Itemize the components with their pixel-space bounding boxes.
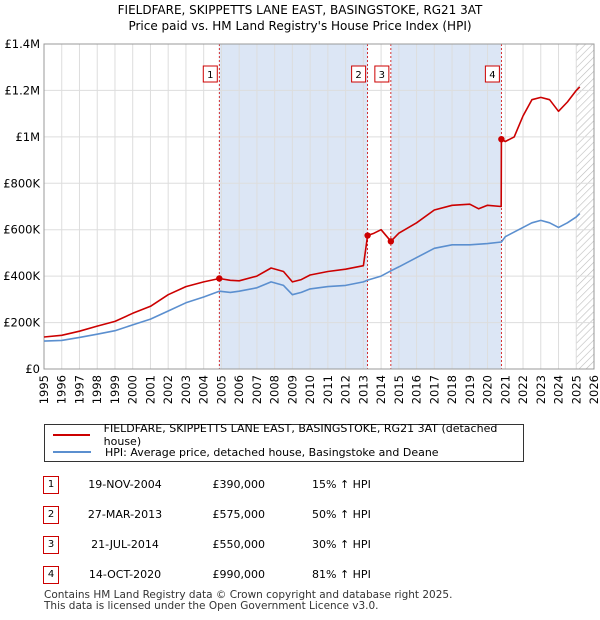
sale-row: 2 27-MAR-2013 £575,000 50% ↑ HPI — [0, 506, 600, 526]
y-tick-label: £800K — [3, 176, 40, 190]
y-tick-label: £1.2M — [4, 83, 40, 97]
sale-price: £575,000 — [212, 508, 266, 521]
x-tick-label: 2023 — [534, 375, 548, 404]
legend-item-hpi: HPI: Average price, detached house, Basi… — [53, 444, 439, 460]
x-tick-label: 2020 — [481, 375, 495, 404]
sale-point — [387, 238, 395, 245]
y-tick-label: £0 — [25, 362, 40, 376]
x-tick-label: 1997 — [72, 375, 86, 404]
sale-point — [364, 232, 371, 239]
x-tick-label: 2024 — [552, 375, 566, 404]
legend-label-hpi: HPI: Average price, detached house, Basi… — [105, 445, 439, 459]
sale-point — [498, 135, 505, 143]
title-line-1: FIELDFARE, SKIPPETTS LANE EAST, BASINGST… — [117, 3, 483, 17]
price-chart: 1 2 3 4 £0 £200K £400K £600K £800K £1M £1.2M £1.4M 1… — [3, 37, 600, 404]
sale-label: 4 — [489, 70, 495, 81]
x-tick-label: 2005 — [214, 375, 228, 404]
sale-label: 2 — [355, 70, 361, 81]
sale-point — [216, 275, 223, 282]
sale-price: £990,000 — [212, 568, 266, 581]
legend-swatch-hpi — [53, 451, 91, 453]
y-tick-label: £1.4M — [4, 37, 40, 51]
x-tick-label: 2026 — [587, 375, 600, 404]
x-tick-label: 2009 — [285, 375, 299, 404]
sale-label: 3 — [379, 70, 385, 81]
x-tick-label: 2016 — [410, 375, 424, 404]
footer-attribution: Contains HM Land Registry data © Crown c… — [44, 590, 452, 612]
sale-label-box — [374, 65, 390, 83]
chart-title: FIELDFARE, SKIPPETTS LANE EAST, BASINGST… — [0, 2, 600, 34]
sale-date: 19-NOV-2004 — [88, 478, 162, 491]
series-line-hpi — [43, 212, 581, 342]
sale-label: 1 — [207, 70, 213, 81]
forecast-hatch — [576, 44, 594, 369]
x-tick-label: 2011 — [321, 375, 335, 404]
sale-price: £390,000 — [212, 478, 266, 491]
x-tick-label: 2007 — [250, 375, 264, 404]
sale-hpi-change: 30% ↑ HPI — [312, 538, 371, 551]
x-tick-label: 2014 — [374, 375, 388, 404]
sale-row: 1 19-NOV-2004 £390,000 15% ↑ HPI — [0, 476, 600, 496]
sale-date: 27-MAR-2013 — [87, 508, 163, 521]
x-tick-label: 2010 — [303, 375, 317, 404]
sale-date: 14-OCT-2020 — [88, 568, 162, 581]
sale-price: £550,000 — [212, 538, 266, 551]
sale-row: 3 21-JUL-2014 £550,000 30% ↑ HPI — [0, 536, 600, 556]
x-tick-label: 2015 — [392, 375, 406, 404]
sale-date: 21-JUL-2014 — [91, 538, 159, 551]
sale-label-box — [484, 65, 500, 83]
x-tick-label: 2001 — [143, 375, 157, 404]
x-tick-label: 2017 — [427, 375, 441, 404]
legend-item-property: FIELDFARE, SKIPPETTS LANE EAST, BASINGST… — [53, 422, 523, 448]
sale-number-badge: 3 — [43, 536, 59, 554]
x-tick-label: 2025 — [569, 375, 583, 404]
x-tick-label: 2000 — [126, 375, 140, 404]
sale-hpi-change: 50% ↑ HPI — [312, 508, 371, 521]
sale-hpi-change: 81% ↑ HPI — [312, 568, 371, 581]
x-tick-label: 2013 — [356, 375, 370, 404]
sale-number-badge: 1 — [43, 476, 59, 494]
x-tick-label: 1995 — [37, 375, 51, 404]
footer-line-1: Contains HM Land Registry data © Crown c… — [44, 589, 453, 601]
plot-frame — [43, 43, 595, 370]
sale-label-box — [202, 65, 218, 83]
x-tick-label: 2006 — [232, 375, 246, 404]
x-tick-label: 2021 — [498, 375, 512, 404]
y-tick-label: £600K — [3, 223, 40, 237]
title-line-2: Price paid vs. HM Land Registry's House … — [128, 19, 472, 33]
x-tick-label: 2018 — [445, 375, 459, 404]
x-tick-label: 2002 — [161, 375, 175, 404]
sale-row: 4 14-OCT-2020 £990,000 81% ↑ HPI — [0, 566, 600, 586]
x-tick-label: 1996 — [55, 375, 69, 404]
x-tick-label: 2003 — [179, 375, 193, 404]
footer-line-2: This data is licensed under the Open Gov… — [44, 600, 379, 612]
x-tick-label: 2022 — [516, 375, 530, 404]
sale-number-badge: 2 — [43, 506, 59, 524]
x-tick-label: 2019 — [463, 375, 477, 404]
x-tick-label: 1999 — [108, 375, 122, 404]
y-tick-label: £1M — [15, 130, 40, 144]
x-tick-label: 2012 — [339, 375, 353, 404]
sale-number-badge: 4 — [43, 566, 59, 584]
x-tick-label: 2004 — [197, 375, 211, 404]
shaded-period — [219, 44, 368, 369]
y-tick-label: £200K — [3, 316, 40, 330]
sale-hpi-change: 15% ↑ HPI — [312, 478, 371, 491]
x-tick-label: 1998 — [90, 375, 104, 404]
chart-legend: FIELDFARE, SKIPPETTS LANE EAST, BASINGST… — [44, 422, 524, 462]
legend-swatch-property — [53, 434, 90, 436]
y-tick-label: £400K — [3, 269, 40, 283]
legend-label-property: FIELDFARE, SKIPPETTS LANE EAST, BASINGST… — [103, 422, 498, 448]
x-tick-label: 2008 — [268, 375, 282, 404]
sale-label-box — [351, 65, 367, 83]
